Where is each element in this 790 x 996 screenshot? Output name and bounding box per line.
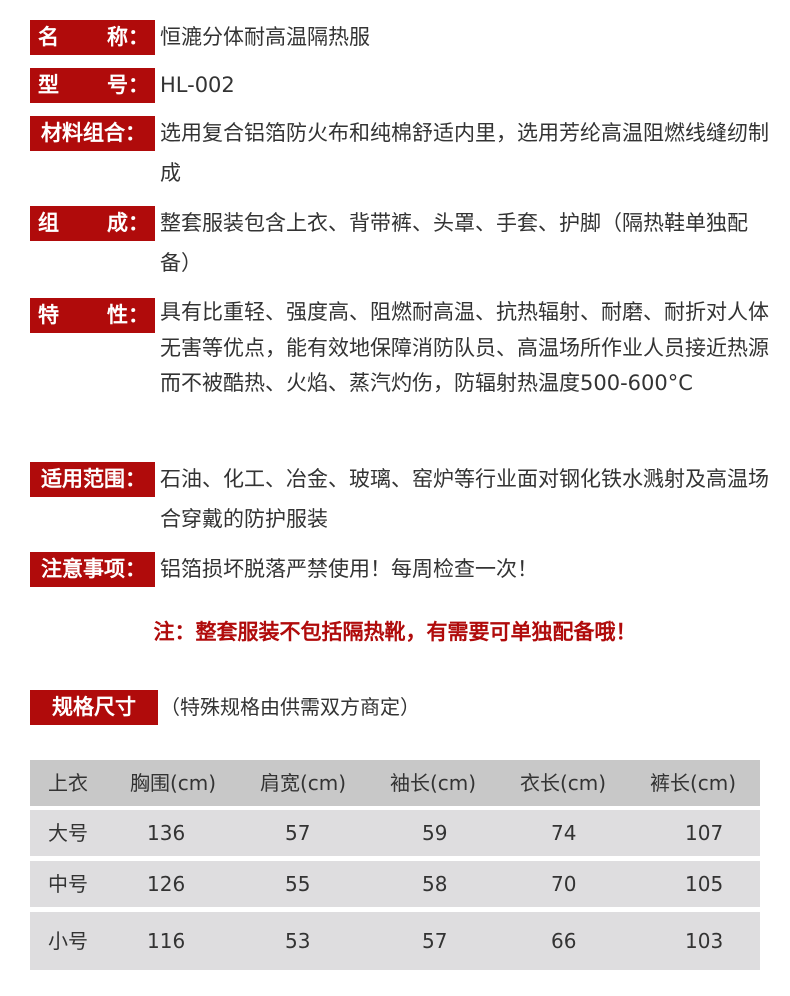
label-badge: 组 成： [30, 206, 155, 241]
field-value: HL-002 [160, 73, 235, 97]
label-badge: 注意事项： [30, 552, 155, 587]
table-cell: 53 [285, 929, 311, 953]
table-cell: 116 [147, 929, 186, 953]
spec-subtitle: （特殊规格由供需双方商定） [160, 695, 420, 719]
table-row: 中号 126 55 58 70 105 [30, 861, 760, 907]
table-cell: 66 [551, 929, 577, 953]
table-cell: 中号 [48, 872, 88, 896]
field-value: 选用复合铝箔防火布和纯棉舒适内里，选用芳纶高温阻燃线缝纫制成 [160, 121, 769, 185]
table-cell: 小号 [48, 929, 88, 953]
field-value: 整套服装包含上衣、背带裤、头罩、手套、护脚（隔热鞋单独配备） [160, 211, 748, 275]
table-row: 大号 136 57 59 74 107 [30, 810, 760, 856]
field-value: 恒漉分体耐高温隔热服 [160, 25, 370, 49]
label-badge: 名 称： [30, 20, 155, 55]
note-text: 注：整套服装不包括隔热靴，有需要可单独配备哦！ [153, 620, 637, 644]
label-text: 型 [38, 73, 59, 97]
table-cell: 大号 [48, 821, 88, 845]
table-cell: 57 [285, 821, 311, 845]
header-cell: 衣长(cm) [520, 771, 607, 795]
header-cell: 肩宽(cm) [260, 771, 347, 795]
spec-badge: 规格尺寸 [30, 690, 158, 725]
table-cell: 107 [685, 821, 724, 845]
table-row: 小号 116 53 57 66 103 [30, 912, 760, 970]
table-cell: 74 [551, 821, 577, 845]
field-value: 石油、化工、冶金、玻璃、窑炉等行业面对钢化铁水溅射及高温场合穿戴的防护服装 [160, 467, 769, 531]
table-cell: 59 [422, 821, 448, 845]
header-cell: 胸围(cm) [130, 771, 217, 795]
table-cell: 126 [147, 872, 186, 896]
label-text: 性： [107, 303, 149, 327]
label-text: 名 [38, 25, 59, 49]
table-cell: 55 [285, 872, 311, 896]
table-cell: 70 [551, 872, 577, 896]
label-text: 号： [107, 73, 149, 97]
field-value: 铝箔损坏脱落严禁使用！每周检查一次！ [160, 557, 538, 581]
table-cell: 58 [422, 872, 448, 896]
header-cell: 袖长(cm) [390, 771, 477, 795]
table-cell: 57 [422, 929, 448, 953]
table-cell: 136 [147, 821, 186, 845]
label-badge: 适用范围： [30, 462, 155, 497]
label-text: 特 [38, 303, 59, 327]
header-cell: 上衣 [48, 771, 88, 795]
header-cell: 裤长(cm) [650, 771, 737, 795]
label-text: 称： [107, 25, 149, 49]
label-text: 组 [38, 211, 59, 235]
label-badge: 特 性： [30, 298, 155, 333]
table-cell: 105 [685, 872, 724, 896]
table-cell: 103 [685, 929, 724, 953]
field-value: 具有比重轻、强度高、阻燃耐高温、抗热辐射、耐磨、耐折对人体无害等优点，能有效地保… [160, 300, 769, 395]
label-badge: 型 号： [30, 68, 155, 103]
label-badge: 材料组合： [30, 116, 155, 151]
label-text: 成： [107, 211, 149, 235]
table-header: 上衣 胸围(cm) 肩宽(cm) 袖长(cm) 衣长(cm) 裤长(cm) [30, 760, 760, 806]
